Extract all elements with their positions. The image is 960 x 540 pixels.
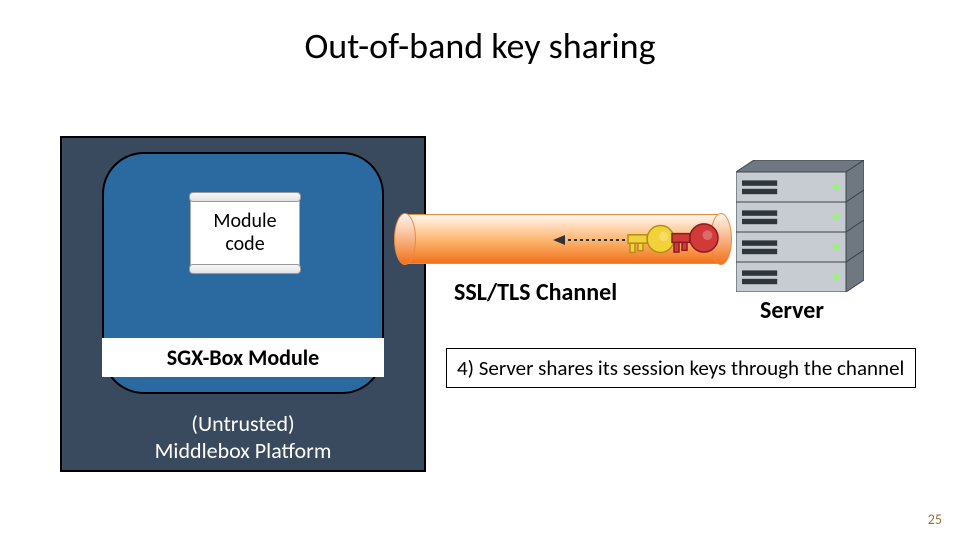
module-code-label: Module code bbox=[211, 210, 278, 256]
key-icon bbox=[626, 218, 676, 260]
module-code-scroll: Module code bbox=[190, 196, 300, 270]
tube-cap-left bbox=[394, 213, 416, 265]
platform-label: (Untrusted) Middlebox Platform bbox=[60, 410, 426, 464]
page-number: 25 bbox=[928, 511, 942, 528]
server-icon bbox=[736, 160, 864, 292]
step-description: 4) Server shares its session keys throug… bbox=[446, 348, 916, 388]
server-label: Server bbox=[760, 296, 824, 325]
ssl-channel-label: SSL/TLS Channel bbox=[454, 278, 617, 307]
key-icon bbox=[670, 216, 720, 260]
sgx-module-title: SGX-Box Module bbox=[102, 338, 384, 377]
page-title: Out-of-band key sharing bbox=[0, 24, 960, 68]
direction-arrow-icon bbox=[553, 234, 627, 246]
